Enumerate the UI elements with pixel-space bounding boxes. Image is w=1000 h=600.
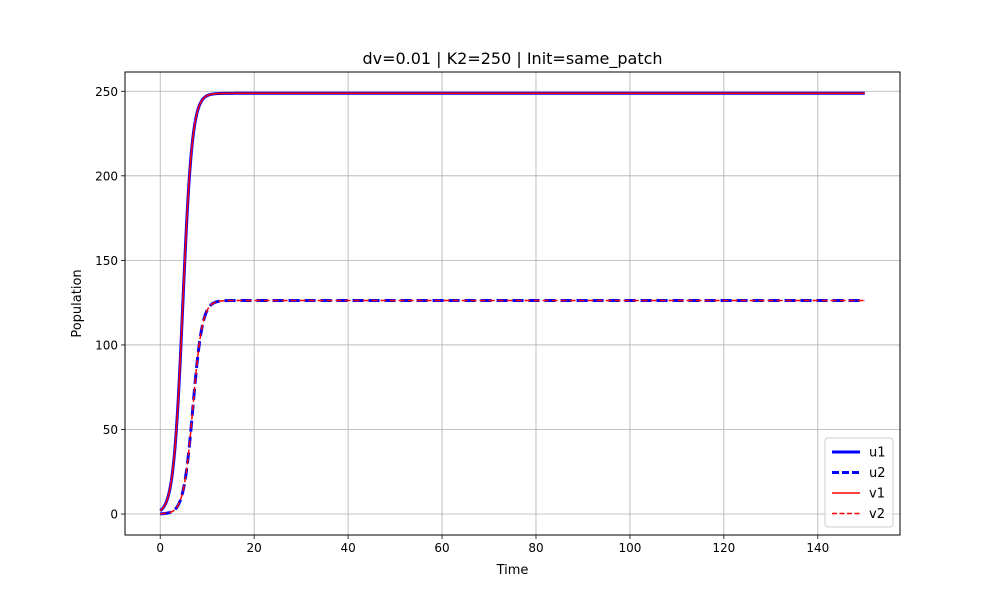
series-group xyxy=(159,91,866,516)
y-tick-label: 0 xyxy=(110,508,118,522)
legend-frame xyxy=(824,437,894,528)
y-tick-label: 100 xyxy=(95,338,118,352)
legend-label-u2: u2 xyxy=(869,466,886,481)
y-tick-label: 200 xyxy=(95,169,118,183)
x-tick-label: 40 xyxy=(340,541,355,555)
legend-label-v2: v2 xyxy=(869,507,885,522)
y-tick-label: 250 xyxy=(95,85,118,99)
x-axis-label: Time xyxy=(496,563,529,578)
y-axis: 0 50 100 150 200 250 xyxy=(95,85,125,522)
series-line-v2 xyxy=(159,299,866,515)
x-tick-label: 100 xyxy=(618,541,641,555)
x-tick-label: 60 xyxy=(434,541,449,555)
plot-frame xyxy=(124,71,901,536)
x-tick-label: 80 xyxy=(528,541,543,555)
legend: u1 u2 v1 v2 xyxy=(824,437,894,528)
y-tick-label: 150 xyxy=(95,254,118,268)
legend-label-u1: u1 xyxy=(869,446,886,461)
x-tick-label: 140 xyxy=(806,541,829,555)
x-tick-label: 120 xyxy=(712,541,735,555)
legend-label-v1: v1 xyxy=(869,487,885,502)
series-line-v1 xyxy=(159,92,866,512)
x-axis: 0 20 40 60 80 100 120 140 xyxy=(156,535,829,555)
x-tick-label: 20 xyxy=(247,541,262,555)
chart-title: dv=0.01 | K2=250 | Init=same_patch xyxy=(362,49,662,69)
y-axis-label: Population xyxy=(70,269,85,337)
y-tick-label: 50 xyxy=(103,423,118,437)
grid xyxy=(125,72,900,535)
x-tick-label: 0 xyxy=(156,541,164,555)
